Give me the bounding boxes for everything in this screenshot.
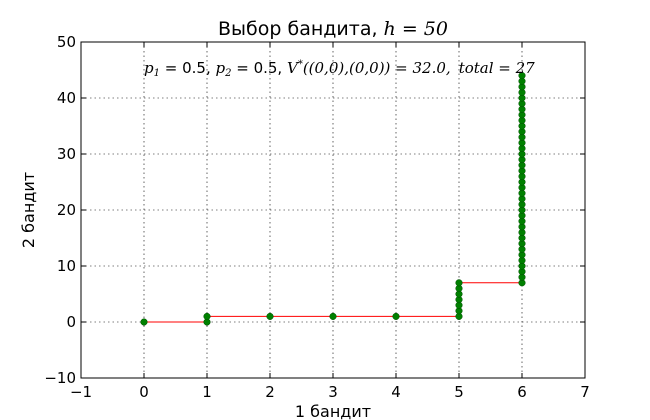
data-point — [455, 279, 463, 287]
data-point — [329, 312, 337, 320]
title-prefix: Выбор бандита, — [218, 18, 384, 40]
x-tick-label: −1 — [70, 383, 92, 401]
title-math-eq: = 50 — [396, 18, 448, 40]
y-tick-label: 20 — [57, 201, 76, 219]
annotation-v-symbol: V — [287, 59, 300, 77]
annotation-p2-subscript: 2 — [224, 68, 231, 79]
x-tick-label: 6 — [517, 383, 527, 401]
annotation-p1-symbol: p — [144, 59, 154, 77]
y-axis-label: 2 бандит — [19, 172, 38, 248]
y-tick-label: 10 — [57, 257, 76, 275]
data-point — [140, 318, 148, 326]
annotation-v-superscript: * — [298, 59, 303, 70]
annotation-p2-value: = 0.5, — [231, 59, 287, 77]
data-point — [203, 312, 211, 320]
y-tick-label: −10 — [44, 369, 76, 387]
annotation-p1-value: = 0.5, — [160, 59, 216, 77]
annotation-p2-symbol: p — [215, 59, 225, 77]
x-tick-label: 2 — [265, 383, 275, 401]
title-math-h: h — [384, 18, 396, 40]
x-tick-label: 5 — [454, 383, 464, 401]
annotation-total-label: total — [459, 59, 494, 77]
grid-lines — [81, 42, 585, 378]
x-tick-label: 3 — [328, 383, 338, 401]
y-tick-label: 0 — [66, 313, 76, 331]
annotation-p1-subscript: 1 — [154, 68, 160, 79]
chart-title: Выбор бандита, h = 50 — [218, 18, 448, 40]
series-layer — [140, 72, 526, 326]
y-tick-label: 30 — [57, 145, 76, 163]
x-tick-label: 0 — [139, 383, 149, 401]
annotation-v-arguments: ((0,0),(0,0)) = 32.0, — [303, 59, 451, 77]
data-point — [392, 312, 400, 320]
annotation-total-value: = 27 — [494, 59, 536, 77]
annotation: p1 = 0.5, p2 = 0.5, V*((0,0),(0,0)) = 32… — [144, 59, 535, 79]
y-tick-label: 40 — [57, 89, 76, 107]
x-axis-label: 1 бандит — [295, 402, 371, 420]
x-tick-label: 1 — [202, 383, 212, 401]
data-point — [266, 312, 274, 320]
y-tick-label: 50 — [57, 33, 76, 51]
data-point — [518, 72, 526, 80]
x-tick-label: 7 — [580, 383, 590, 401]
x-tick-label: 4 — [391, 383, 401, 401]
